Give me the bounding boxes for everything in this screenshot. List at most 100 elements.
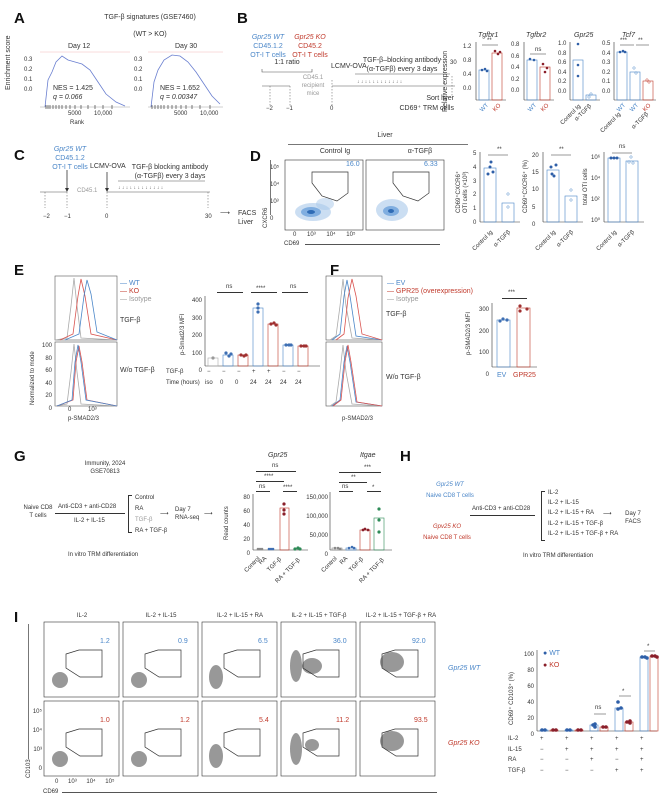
g-itgae-yticks: 150,000 100,000 50,000 0	[306, 495, 328, 558]
svg-text:↓ ↓ ↓ ↓ ↓ ↓ ↓ ↓ ↓ ↓ ↓ ↓: ↓ ↓ ↓ ↓ ↓ ↓ ↓ ↓ ↓ ↓ ↓ ↓	[118, 185, 163, 191]
panel-a-ylabel: Enrichment score	[5, 35, 12, 90]
panel-h-bracket	[541, 491, 545, 541]
facs-d-value: 6.33	[424, 161, 438, 168]
gpr25-yticks: 1.0 0.8 0.6 0.4 0.2 0.0	[558, 41, 567, 95]
facs-d-condition: Control Ig	[319, 148, 351, 155]
d-bar2-chart	[542, 152, 583, 223]
g-itgae-sig-line	[339, 472, 381, 473]
panel-c-end: FACS Liver	[238, 210, 257, 226]
i-sig: *	[647, 644, 650, 650]
f-condition: TGF-β	[386, 311, 407, 318]
e-sig: ****	[256, 286, 266, 292]
tcf7-yticks: 0.5 0.4 0.3 0.2 0.1 0.0	[602, 41, 611, 95]
e-sig: ns	[290, 284, 297, 290]
panel-f-label: F	[330, 262, 340, 279]
panel-h-stim: Anti-CD3 + anti-CD28	[472, 506, 531, 512]
g-gpr25-cat: TGF-β	[266, 556, 284, 574]
tgfbr2-title: Tgfbr2	[526, 32, 547, 39]
panel-d-tissue: Liver	[377, 132, 393, 139]
facs-d-xaxis-line	[305, 244, 440, 245]
d-bar1-cat: Control Ig	[471, 229, 495, 253]
facs-i-column: IL-2 + IL-15	[145, 613, 177, 619]
tgfbr1-title: Tgfbr1	[478, 32, 499, 39]
e-condition: TGF-β	[120, 317, 141, 324]
g-gpr25-yticks: 80 60 40 20 0	[243, 495, 250, 557]
g-itgae-sig: *	[372, 485, 375, 491]
panel-b-day: −1	[286, 106, 293, 112]
g-gpr25-title: Gpr25	[268, 452, 288, 459]
tcf7-sig: ***	[620, 38, 628, 44]
e-hist-xlabel: p-SMAD2/3	[68, 416, 100, 422]
g-gpr25-sig: ns	[259, 484, 266, 490]
d-bar2-sig: **	[559, 147, 564, 153]
gsea-day30-q: q = 0.00347	[160, 94, 198, 101]
panel-g-arrow3: ⟶	[204, 511, 213, 517]
f-legend: — EV — GPR25 (overexpression) — Isotype	[387, 280, 473, 303]
facs-i-ko-row	[43, 700, 436, 777]
facs-i-column: IL-2 + IL-15 + TGF-β + RA	[365, 613, 437, 619]
i-bar-row-labels: IL-2 IL-15 RA TGF-β	[508, 736, 526, 774]
tgfbr2-sig: ns	[535, 47, 542, 53]
gsea-day12-xtick: 10,000	[94, 111, 113, 117]
tgfbr2-yticks: 0.8 0.6 0.4 0.2 0.0	[511, 42, 520, 94]
panel-h-conditions: IL-2 IL-2 + IL-15 IL-2 + IL-15 + RA IL-2 + …	[548, 490, 619, 537]
tgfbr2-cat: KO	[540, 102, 551, 114]
d-bar1-cat: α-TGFβ	[492, 229, 512, 249]
i-bar-row-values: + + + + + − + + + + − − + − + − − − + +	[540, 736, 644, 774]
panel-g-label: G	[14, 448, 26, 465]
gsea-day12-yticks: 0.3 0.2 0.1 0.0	[24, 57, 33, 93]
d-bar3-ylabel: total OTI cells	[583, 168, 589, 205]
tcf7-group: α-TGFβ	[630, 111, 650, 131]
d-bar1-sig: **	[497, 147, 502, 153]
g-itgae-chart	[329, 492, 392, 551]
d-bar3-cat: Control Ig	[595, 229, 619, 253]
d-bar1-ylabel: CD69⁺CXCR6⁺ OTI cells (×10³)	[456, 170, 469, 213]
panel-g-stim-top: Anti-CD3 + anti-CD28	[58, 504, 117, 510]
panel-g-bracket	[128, 495, 132, 533]
i-bar-chart	[536, 650, 659, 732]
panel-g-conditions: Control RA TGF-β RA + TGF-β	[135, 495, 168, 534]
f-histogram-tgfb	[325, 275, 383, 341]
d-bar2-cat: α-TGFβ	[555, 229, 575, 249]
facs-i-wt-value: 92.0	[412, 638, 426, 645]
g-itgae-sig: **	[351, 475, 356, 481]
panel-d-label: D	[250, 148, 261, 165]
e-hist-yticks: 100 80 60 40 20 0	[41, 343, 52, 412]
tcf7-sig2: **	[638, 38, 643, 44]
facs-i-row-label-ko: Gpr25 KO	[448, 740, 480, 747]
facs-i-wt-value: 36.0	[333, 638, 347, 645]
f-hist-xlabel: p-SMAD2/3	[342, 416, 374, 422]
panel-g-stim-bottom: IL-2 + IL-15	[74, 518, 105, 524]
facs-i-wt-value: 1.2	[100, 638, 110, 645]
facs-i-yaxis-line	[28, 624, 29, 759]
tgfbr2-cat: WT	[527, 102, 539, 114]
e-row-time: iso 0 0 24 24 24 24	[205, 380, 302, 386]
tcf7-title: Tcf7	[622, 32, 635, 39]
f-bar-ylabel: p-SMAD2/3 MFI	[466, 311, 472, 355]
g-gpr25-chart	[252, 494, 308, 551]
e-row-tgf: − − − + + − −	[207, 369, 301, 375]
panel-b-day: 30	[450, 60, 457, 66]
panel-c-timeline: ↓ ↓ ↓ ↓ ↓ ↓ ↓ ↓ ↓ ↓ ↓ ↓	[40, 170, 210, 208]
facs-d-xticks: 0 10³ 10⁴ 10⁵	[293, 232, 356, 238]
e-sig-line	[251, 292, 277, 293]
facs-i-xticks: 0 10³ 10⁴ 10⁵	[55, 779, 115, 785]
svg-text:↓ ↓ ↓ ↓ ↓ ↓ ↓ ↓ ↓ ↓ ↓ ↓: ↓ ↓ ↓ ↓ ↓ ↓ ↓ ↓ ↓ ↓ ↓ ↓	[357, 79, 402, 85]
g-gpr25-sig: ****	[283, 485, 293, 491]
tgfbr1-sig: **	[487, 38, 492, 44]
tgfbr1-chart	[475, 42, 506, 101]
panel-h-arrow2: ⟶	[603, 511, 612, 517]
panel-b-infection: LCMV-OVA	[331, 63, 367, 70]
facs-d-value: 16.0	[346, 161, 360, 168]
facs-d-xlabel: CD69	[284, 241, 300, 247]
f-bar-cat: EV	[497, 372, 507, 379]
g-itgae-sig-line	[339, 491, 353, 492]
i-sig: *	[622, 689, 625, 695]
gpr25-title: Gpr25	[574, 32, 594, 39]
panel-b-sort-cells: CD69⁺ TRM cells	[399, 105, 454, 112]
tgfbr1-cat: KO	[492, 102, 503, 114]
panel-c-day: 0	[105, 214, 109, 220]
facs-d-control	[284, 159, 364, 231]
f-bar-yticks: 300 200 100 0	[478, 307, 489, 378]
